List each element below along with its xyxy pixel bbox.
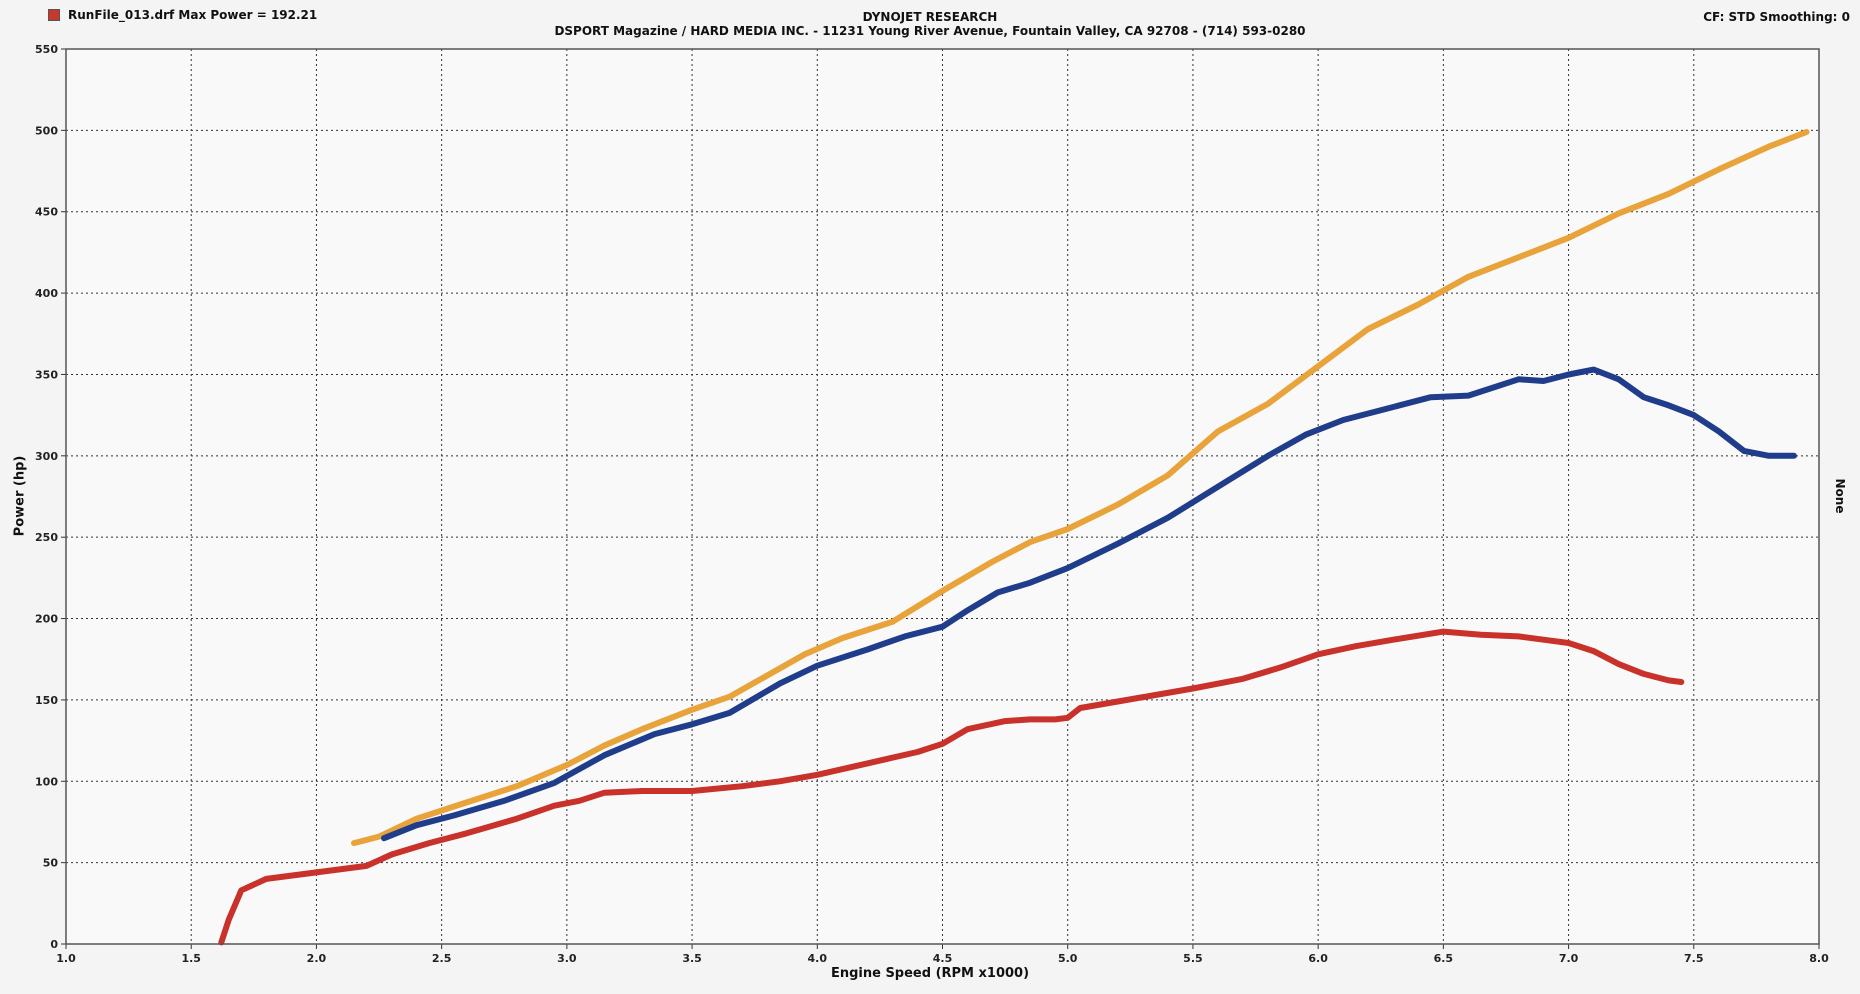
company-title: DYNOJET RESEARCH	[862, 10, 998, 24]
y-tick-label: 350	[35, 368, 58, 381]
x-tick-label: 2.0	[307, 952, 327, 965]
y-tick-label: 50	[43, 857, 59, 870]
x-tick-label: 5.5	[1183, 952, 1203, 965]
x-tick-label: 4.5	[933, 952, 953, 965]
plot-border	[65, 48, 1820, 945]
x-tick-label: 5.0	[1058, 952, 1078, 965]
y-tick-label: 250	[35, 531, 58, 544]
grid-layer	[66, 49, 1819, 944]
x-tick-label: 4.0	[808, 952, 828, 965]
y-tick-label: 400	[35, 287, 58, 300]
company-address: DSPORT Magazine / HARD MEDIA INC. - 1123…	[554, 24, 1306, 38]
y-axis-label: Power (hp)	[12, 455, 28, 537]
y-tick-label: 450	[35, 206, 58, 219]
run-file-label: RunFile_013.drf Max Power = 192.21	[68, 8, 318, 22]
series-line-orange	[351, 129, 1810, 847]
series-line-blue	[381, 366, 1797, 842]
x-tick-label: 1.0	[56, 952, 76, 965]
y-tick-label: 200	[35, 613, 58, 626]
y-tick-label: 0	[50, 938, 58, 951]
right-axis-label: None	[1833, 478, 1847, 514]
x-tick-label: 8.0	[1809, 952, 1829, 965]
series-line-red	[218, 628, 1685, 946]
x-tick-label: 3.0	[557, 952, 577, 965]
y-tick-label: 550	[35, 43, 58, 56]
x-tick-label: 7.5	[1684, 952, 1704, 965]
x-tick-label: 2.5	[432, 952, 452, 965]
x-tick-label: 7.0	[1559, 952, 1579, 965]
x-tick-label: 6.0	[1308, 952, 1328, 965]
y-tick-label: 100	[35, 775, 58, 788]
y-tick-label: 150	[35, 694, 58, 707]
x-tick-label: 6.5	[1434, 952, 1454, 965]
correction-smoothing-label: CF: STD Smoothing: 0	[1703, 10, 1850, 24]
tick-labels: 1.0 1.5 2.0 2.5 3.0 3.5 4.0 4.5 5.0 5.5 6.0 6.5 7.0 7…	[35, 43, 1829, 965]
x-axis-label: Engine Speed (RPM x1000)	[830, 966, 1030, 981]
y-tick-label: 300	[35, 450, 58, 463]
y-tick-label: 500	[35, 124, 58, 137]
x-tick-label: 3.5	[682, 952, 702, 965]
run-file-icon[interactable]	[48, 9, 60, 21]
series-layer	[218, 129, 1810, 946]
x-tick-label: 1.5	[181, 952, 201, 965]
